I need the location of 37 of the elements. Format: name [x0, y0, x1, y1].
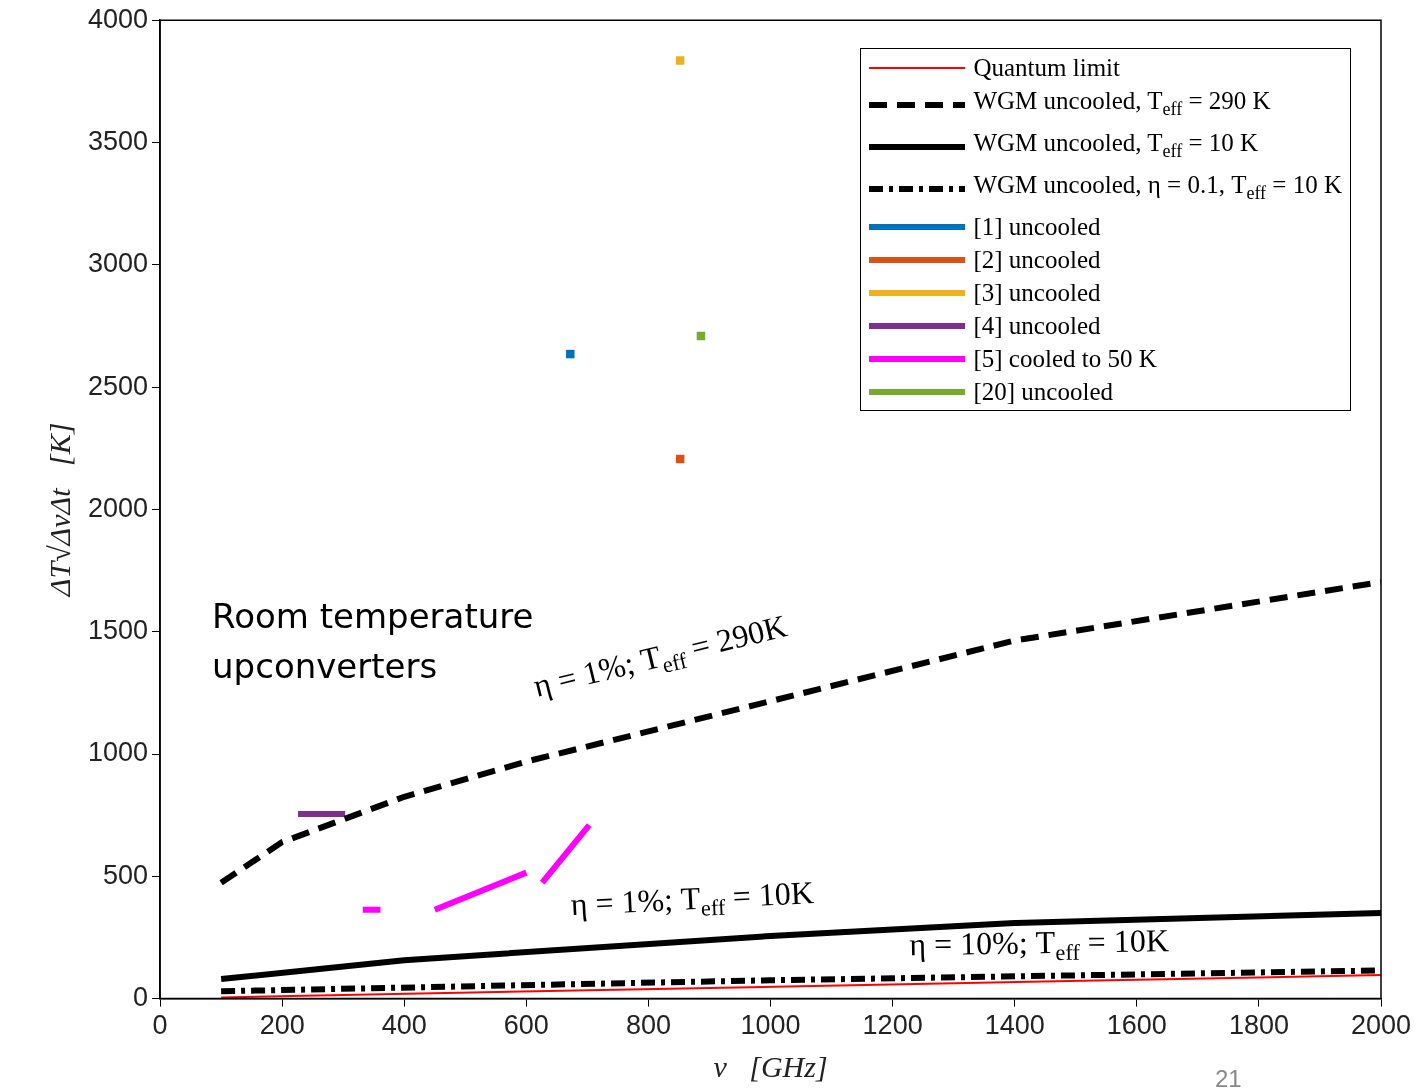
y-tick-label: 3500 — [87, 125, 149, 156]
annotation: Room temperature upconverters — [212, 596, 534, 687]
y-tick-label: 500 — [103, 859, 149, 890]
point — [566, 349, 575, 359]
legend-label: WGM uncooled, T$_{eff}$ = 10 K — [973, 128, 1259, 163]
legend-label: WGM uncooled, η = 0.1, T$_{eff}$ = 10 K — [973, 170, 1342, 205]
legend-label: Quantum limit — [973, 53, 1120, 83]
y-tick-label: 2500 — [87, 370, 149, 401]
y-tick-label: 1500 — [87, 615, 149, 646]
x-tick-label: 1800 — [1228, 1010, 1289, 1041]
x-axis-title: ν [GHz] — [713, 1049, 828, 1083]
y-tick-label: 0 — [133, 982, 149, 1013]
x-tick-label: 200 — [259, 1010, 305, 1041]
legend-label: [2] uncooled — [973, 245, 1101, 275]
text: 21 — [1215, 1064, 1242, 1091]
x-tick-label: 600 — [503, 1010, 549, 1041]
y-tick-label: 1000 — [87, 737, 149, 768]
y-tick-label: 2000 — [87, 492, 149, 523]
point — [675, 56, 685, 65]
legend-label: [5] cooled to 50 K — [973, 344, 1157, 374]
x-tick-label: 2000 — [1350, 1010, 1412, 1041]
annotation: η = 1%; Teff = 10K — [569, 874, 815, 923]
legend-label: WGM uncooled, T$_{eff}$ = 290 K — [973, 86, 1271, 121]
x-tick-label: 1200 — [862, 1010, 923, 1041]
x-tick-label: 1400 — [984, 1010, 1045, 1041]
y-tick-label: 3000 — [87, 248, 149, 279]
x-tick-label: 1000 — [740, 1010, 801, 1041]
x-tick-label: 400 — [381, 1010, 427, 1041]
legend-label: [1] uncooled — [973, 212, 1101, 242]
y-axis-title: ΔT√ΔνΔt [K] — [42, 422, 76, 598]
legend-label: [4] uncooled — [973, 311, 1101, 341]
legend-label: [20] uncooled — [973, 377, 1114, 407]
x-tick-label: 1600 — [1106, 1010, 1167, 1041]
x-tick-label: 0 — [152, 1010, 168, 1041]
x-tick-label: 800 — [625, 1010, 671, 1041]
legend-label: [3] uncooled — [973, 278, 1101, 308]
y-tick-label: 4000 — [87, 3, 149, 34]
